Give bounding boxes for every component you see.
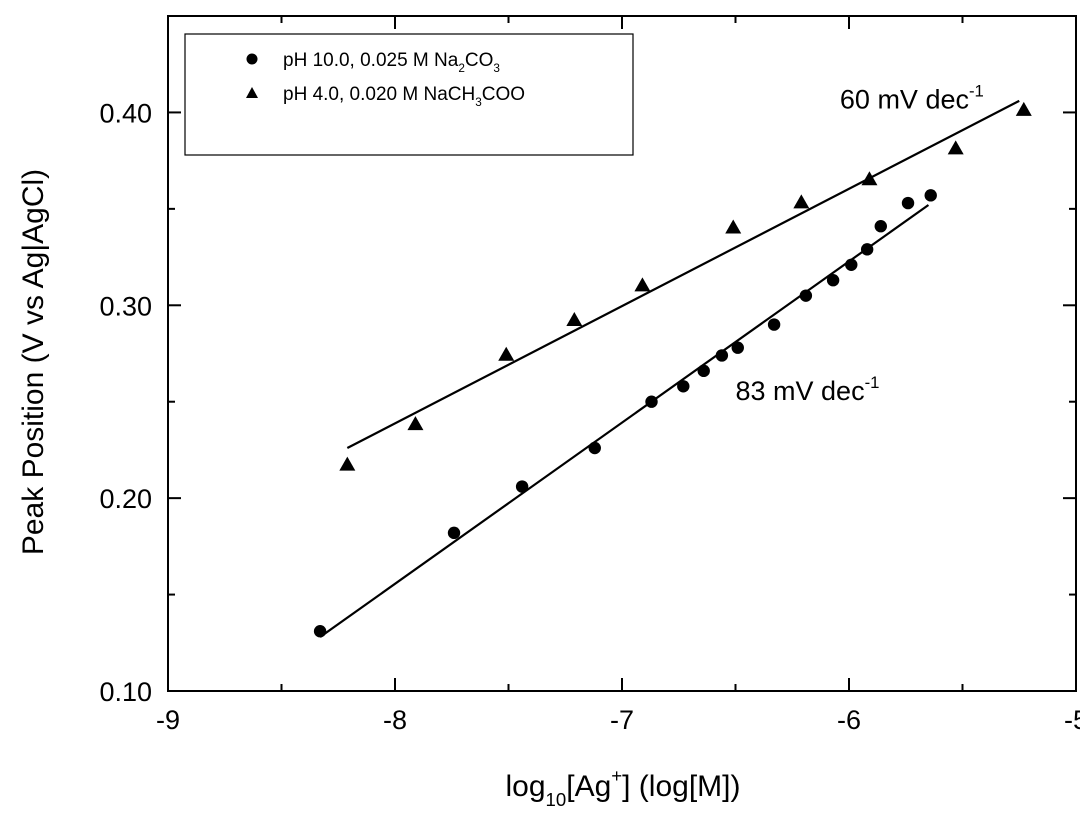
data-point-circle xyxy=(901,196,915,210)
data-point-circle xyxy=(799,289,813,302)
data-points xyxy=(313,101,1032,638)
y-tick-label: 0.30 xyxy=(99,291,152,321)
data-point-triangle xyxy=(407,416,424,431)
fit-line-circle xyxy=(319,204,930,638)
data-point-triangle xyxy=(339,456,356,471)
legend-box xyxy=(184,33,634,156)
data-point-triangle xyxy=(793,194,810,209)
fit-lines xyxy=(319,99,1020,638)
y-tick-label: 0.20 xyxy=(99,484,152,514)
x-tick-label: -7 xyxy=(610,705,634,735)
data-point-triangle xyxy=(861,171,878,186)
data-point-circle xyxy=(731,341,744,354)
data-point-triangle xyxy=(725,219,742,234)
data-point-circle xyxy=(588,441,601,455)
data-point-circle xyxy=(874,220,887,233)
x-tick-label: -6 xyxy=(837,705,861,735)
y-tick-label: 0.10 xyxy=(99,677,152,707)
data-point-triangle xyxy=(947,140,964,155)
y-tick-label: 0.40 xyxy=(99,98,152,128)
legend-label-ph4: pH 4.0, 0.020 M NaCH3COO xyxy=(283,84,525,109)
x-tick-label: -8 xyxy=(383,705,407,735)
y-tick-labels: 0.10 0.20 0.30 0.40 xyxy=(99,98,152,707)
data-point-circle xyxy=(826,274,840,287)
legend-marker-circle xyxy=(246,53,258,65)
data-point-circle xyxy=(924,189,937,202)
data-point-circle xyxy=(845,258,858,271)
data-point-circle xyxy=(677,380,690,393)
fit-line-triangle xyxy=(346,99,1020,449)
slope-label-83: 83 mV dec-1 xyxy=(736,373,880,406)
legend-label-ph10: pH 10.0, 0.025 M Na2CO3 xyxy=(283,50,500,75)
slope-label-60: 60 mV dec-1 xyxy=(840,82,984,115)
legend: pH 10.0, 0.025 M Na2CO3 pH 4.0, 0.020 M … xyxy=(184,33,634,156)
x-tick-label: -5 xyxy=(1064,705,1080,735)
data-point-circle xyxy=(715,349,729,362)
legend-marker-triangle xyxy=(246,87,258,98)
data-point-circle xyxy=(860,243,874,256)
data-point-circle xyxy=(447,526,461,540)
x-axis-title: log10[Ag+] (log[M]) xyxy=(506,765,741,810)
x-tick-label: -9 xyxy=(156,705,180,735)
data-point-circle xyxy=(697,364,710,378)
data-point-circle xyxy=(645,395,658,408)
data-point-triangle xyxy=(566,312,583,327)
data-point-circle xyxy=(313,625,327,638)
data-point-triangle xyxy=(498,346,515,361)
y-axis-title: Peak Position (V vs Ag|AgCl) xyxy=(17,169,50,555)
data-point-triangle xyxy=(1015,101,1032,116)
axis-ticks xyxy=(167,15,1077,692)
data-point-triangle xyxy=(634,277,651,292)
data-point-circle xyxy=(515,480,529,493)
x-tick-labels: -9 -8 -7 -6 -5 xyxy=(156,705,1080,735)
data-point-circle xyxy=(767,318,781,331)
